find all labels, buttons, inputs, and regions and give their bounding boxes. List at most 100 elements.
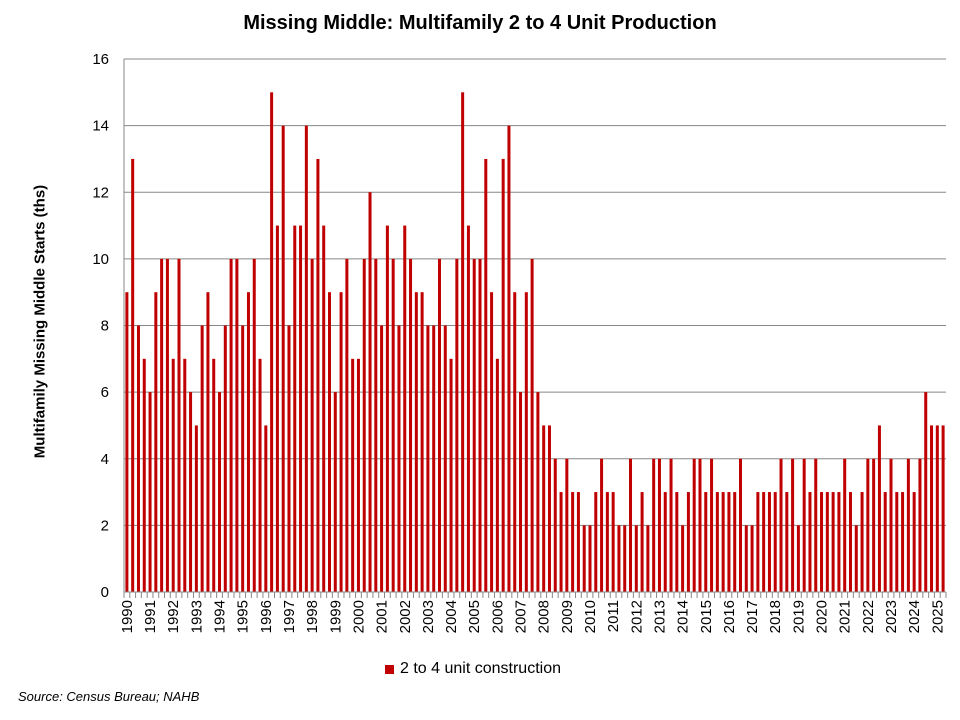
bar	[872, 458, 876, 592]
bar	[710, 458, 714, 592]
bar	[814, 458, 818, 592]
chart-title: Missing Middle: Multifamily 2 to 4 Unit …	[243, 12, 717, 34]
bar	[681, 525, 685, 592]
bar	[449, 358, 453, 592]
bar	[848, 492, 852, 592]
bar	[825, 492, 829, 592]
bar	[571, 492, 575, 592]
bar	[582, 525, 586, 592]
bar	[588, 525, 592, 592]
bar	[692, 458, 696, 592]
y-tick-label: 0	[101, 584, 109, 601]
source-note: Source: Census Bureau; NAHB	[18, 689, 200, 704]
bar	[767, 492, 771, 592]
x-tick-label: 2015	[698, 600, 715, 633]
bar	[843, 458, 847, 592]
bar	[675, 492, 679, 592]
bar	[380, 325, 384, 592]
bar	[374, 258, 378, 592]
bar	[131, 158, 135, 592]
bar	[773, 492, 777, 592]
x-tick-label: 2018	[767, 600, 784, 633]
bar	[339, 292, 343, 592]
bar	[785, 492, 789, 592]
bar	[652, 458, 656, 592]
x-tick-label: 1995	[235, 600, 252, 633]
bar	[837, 492, 841, 592]
bar	[686, 492, 690, 592]
bar	[148, 392, 152, 592]
bar	[142, 358, 146, 592]
bar	[646, 525, 650, 592]
legend-label: 2 to 4 unit construction	[400, 660, 561, 677]
legend-swatch	[385, 664, 394, 674]
bar	[634, 525, 638, 592]
bar	[183, 358, 187, 592]
y-tick-label: 14	[92, 118, 109, 135]
bar	[432, 325, 436, 592]
legend: 2 to 4 unit construction	[385, 660, 561, 678]
bar	[930, 425, 934, 592]
bar	[779, 458, 783, 592]
x-tick-label: 1997	[281, 600, 298, 633]
x-tick-label: 2019	[790, 600, 807, 633]
bar	[270, 92, 274, 592]
bar	[212, 358, 216, 592]
bar	[229, 258, 233, 592]
y-tick-label: 16	[92, 51, 109, 68]
bar	[362, 258, 366, 592]
bar	[490, 292, 494, 592]
bar	[918, 458, 922, 592]
bar	[420, 292, 424, 592]
bar	[264, 425, 268, 592]
bar	[246, 292, 250, 592]
x-tick-label: 1992	[165, 600, 182, 633]
bar	[657, 458, 661, 592]
bar	[189, 392, 193, 592]
x-tick-label: 2016	[721, 600, 738, 633]
x-tick-label: 2007	[513, 600, 530, 633]
bar	[409, 258, 413, 592]
bar	[414, 292, 418, 592]
x-tick-label: 2008	[536, 600, 553, 633]
x-tick-label: 2004	[443, 600, 460, 633]
y-tick-label: 6	[101, 384, 109, 401]
bar	[136, 325, 140, 592]
bar	[507, 125, 511, 592]
bar	[901, 492, 905, 592]
bar	[576, 492, 580, 592]
bar	[275, 225, 279, 592]
bar	[293, 225, 297, 592]
x-tick-label: 2020	[814, 600, 831, 633]
bar	[629, 458, 633, 592]
bar	[617, 525, 621, 592]
x-tick-label: 2017	[744, 600, 761, 633]
x-tick-label: 2024	[906, 600, 923, 633]
bar	[252, 258, 256, 592]
bar	[241, 325, 245, 592]
bar	[750, 525, 754, 592]
bar	[316, 158, 320, 592]
x-tick-label: 1996	[258, 600, 275, 633]
bar	[889, 458, 893, 592]
bar	[906, 458, 910, 592]
bar	[513, 292, 517, 592]
bar	[542, 425, 546, 592]
bar	[466, 225, 470, 592]
bar	[223, 325, 227, 592]
x-tick-label: 1991	[142, 600, 159, 633]
x-tick-label: 2023	[883, 600, 900, 633]
bar	[866, 458, 870, 592]
bar	[791, 458, 795, 592]
x-tick-label: 2021	[837, 600, 854, 633]
x-tick-label: 1993	[188, 600, 205, 633]
y-tick-label: 2	[101, 517, 109, 534]
x-tick-label: 2002	[397, 600, 414, 633]
x-tick-label: 1999	[327, 600, 344, 633]
bar	[258, 358, 262, 592]
bar	[519, 392, 523, 592]
bar	[536, 392, 540, 592]
bar	[426, 325, 430, 592]
